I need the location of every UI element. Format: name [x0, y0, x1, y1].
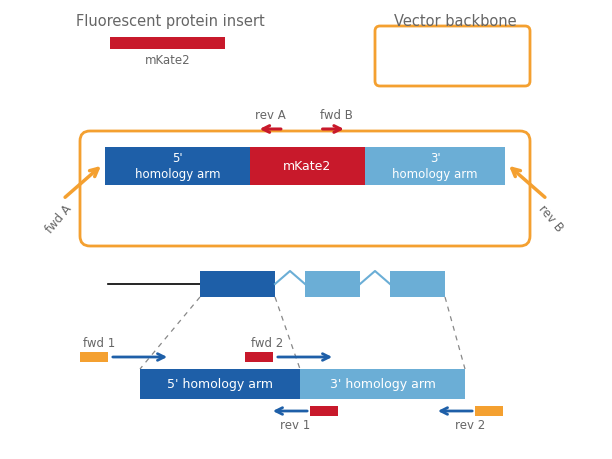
Bar — [80, 352, 108, 362]
Text: fwd 2: fwd 2 — [251, 336, 283, 349]
Bar — [305, 271, 360, 297]
Bar — [475, 406, 503, 416]
Text: 3' homology arm: 3' homology arm — [330, 378, 435, 391]
Bar — [300, 369, 465, 399]
Text: fwd B: fwd B — [320, 109, 353, 122]
Text: rev 1: rev 1 — [280, 418, 310, 431]
Bar — [110, 38, 225, 50]
Bar — [245, 352, 273, 362]
Bar — [365, 148, 505, 185]
Text: Vector backbone: Vector backbone — [394, 14, 517, 29]
Text: mKate2: mKate2 — [283, 160, 332, 173]
Text: fwd 1: fwd 1 — [83, 336, 115, 349]
Bar — [250, 148, 365, 185]
Bar — [390, 271, 445, 297]
Text: 5'
homology arm: 5' homology arm — [135, 152, 220, 181]
Text: 5' homology arm: 5' homology arm — [167, 378, 273, 391]
Bar — [140, 369, 300, 399]
Text: Fluorescent protein insert: Fluorescent protein insert — [76, 14, 264, 29]
Text: rev A: rev A — [255, 109, 286, 122]
Text: mKate2: mKate2 — [144, 54, 190, 67]
Text: fwd A: fwd A — [43, 202, 75, 235]
Text: rev 2: rev 2 — [455, 418, 485, 431]
Bar — [310, 406, 338, 416]
Bar — [200, 271, 275, 297]
Text: rev B: rev B — [536, 202, 566, 234]
Bar — [105, 148, 250, 185]
Text: 3'
homology arm: 3' homology arm — [392, 152, 478, 181]
